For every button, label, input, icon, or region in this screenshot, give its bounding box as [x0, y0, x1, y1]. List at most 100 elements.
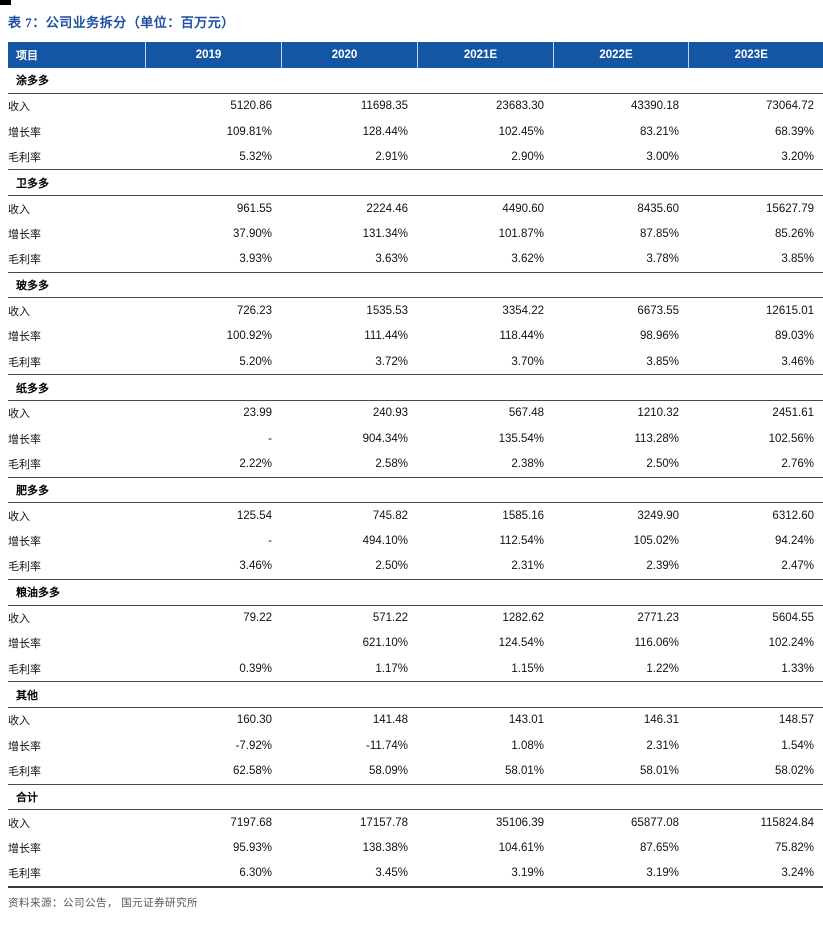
cell-value: 3.78% — [553, 246, 688, 273]
cell-value: 138.38% — [362, 842, 408, 855]
source-note: 资料来源：公司公告， 国元证券研究所 — [8, 897, 199, 909]
cell-value: 115824.84 — [760, 816, 814, 829]
cell-value: 494.10% — [362, 535, 408, 548]
cell-value: 3.93% — [145, 246, 281, 273]
column-header-item: 项目 — [8, 42, 145, 68]
data-row: 收入 961.55 2224.46 4490.60 8435.60 15627.79 — [8, 196, 823, 222]
cell-value: 3.45% — [281, 861, 417, 888]
cell-value: 79.22 — [243, 612, 272, 625]
row-label: 收入 — [8, 305, 30, 318]
section-row: 合计 — [8, 784, 823, 811]
cell-value: 112.54% — [499, 535, 544, 548]
cell-value: 621.10% — [362, 637, 408, 650]
cell-value: 3.20% — [688, 144, 823, 171]
cell-value: 17157.78 — [360, 816, 408, 829]
section-name: 其他 — [8, 681, 823, 708]
table-body: 涂多多 收入 5120.86 11698.35 23683.30 43390.18 7306… — [8, 67, 823, 888]
data-row: 毛利率 3.93% 3.63% 3.62% 3.78% 3.85% — [8, 246, 823, 273]
cell-value: 2.50% — [281, 553, 417, 580]
table-title: 表 7：公司业务拆分（单位：百万元） — [8, 15, 235, 30]
data-row: 毛利率 62.58% 58.09% 58.01% 58.01% 58.02% — [8, 758, 823, 785]
row-label: 增长率 — [8, 638, 41, 651]
data-row: 毛利率 5.32% 2.91% 2.90% 3.00% 3.20% — [8, 144, 823, 171]
cell-value: 2.47% — [688, 553, 823, 580]
cell-value: -7.92% — [235, 739, 272, 752]
cell-value: 3.24% — [688, 861, 823, 888]
row-label: 毛利率 — [8, 144, 145, 171]
cell-value: 124.54% — [498, 637, 544, 650]
cell-value: 95.93% — [232, 842, 272, 855]
cell-value: 23683.30 — [496, 100, 544, 113]
cell-value: 65877.08 — [631, 816, 679, 829]
cell-value: 3354.22 — [502, 304, 544, 317]
row-label: 毛利率 — [8, 349, 145, 376]
section-row: 卫多多 — [8, 169, 823, 197]
row-label: 增长率 — [8, 228, 41, 241]
row-label: 收入 — [8, 817, 30, 830]
cell-value: 5120.86 — [230, 100, 272, 113]
cell-value: 0.39% — [145, 656, 281, 683]
cell-value: 148.57 — [778, 714, 814, 727]
cell-value: 37.90% — [232, 227, 272, 240]
cell-value: 3.62% — [417, 246, 553, 273]
data-row: 增长率 37.90% 131.34% 101.87% 87.85% 85.26% — [8, 221, 823, 247]
section-row: 纸多多 — [8, 374, 823, 401]
cell-value: 160.30 — [236, 714, 272, 727]
cell-value: 2.39% — [553, 553, 688, 580]
cell-value: 3.85% — [553, 349, 688, 376]
cell-value: 23.99 — [243, 407, 272, 420]
row-label: 毛利率 — [8, 451, 145, 478]
cell-value: 5.20% — [145, 349, 281, 376]
cell-value: 113.28% — [634, 432, 679, 445]
cell-value: 128.44% — [362, 125, 408, 138]
cell-value: 1.08% — [511, 739, 544, 752]
cell-value: 68.39% — [774, 125, 814, 138]
cell-value: 35106.39 — [496, 816, 544, 829]
row-label: 毛利率 — [8, 758, 145, 785]
cell-value: 8435.60 — [637, 202, 679, 215]
data-row: 毛利率 5.20% 3.72% 3.70% 3.85% 3.46% — [8, 349, 823, 376]
cell-value: 1585.16 — [502, 509, 544, 522]
cell-value: 6.30% — [145, 861, 281, 888]
row-label: 毛利率 — [8, 246, 145, 273]
row-label: 增长率 — [8, 740, 41, 753]
data-row: 增长率 - 904.34% 135.54% 113.28% 102.56% — [8, 426, 823, 452]
data-row: 增长率 621.10% 124.54% 116.06% 102.24% — [8, 631, 823, 657]
cell-value: 98.96% — [639, 330, 679, 343]
cell-value: 3249.90 — [637, 509, 679, 522]
cell-value: 73064.72 — [766, 100, 814, 113]
cell-value: 85.26% — [774, 227, 814, 240]
cell-value: 5604.55 — [772, 612, 814, 625]
section-row: 涂多多 — [8, 67, 823, 94]
cell-value: 62.58% — [145, 758, 281, 785]
section-row: 其他 — [8, 681, 823, 708]
row-label: 增长率 — [8, 433, 41, 446]
row-label: 增长率 — [8, 536, 41, 549]
cell-value: 87.85% — [639, 227, 679, 240]
section-row: 粮油多多 — [8, 579, 823, 606]
data-row: 收入 5120.86 11698.35 23683.30 43390.18 73064.7… — [8, 93, 823, 119]
cell-value: 2224.46 — [366, 202, 408, 215]
cell-value: 2.38% — [417, 451, 553, 478]
section-name: 肥多多 — [8, 477, 823, 504]
cell-value: 102.24% — [768, 637, 814, 650]
cell-value: 100.92% — [226, 330, 272, 343]
cell-value: 143.01 — [508, 714, 544, 727]
cell-value: 101.87% — [498, 227, 544, 240]
cell-value: 104.61% — [498, 842, 544, 855]
cell-value: 58.09% — [281, 758, 417, 785]
cell-value: 94.24% — [774, 535, 814, 548]
cell-value: 1.17% — [281, 656, 417, 683]
cell-value: 1.33% — [688, 656, 823, 683]
data-row: 毛利率 0.39% 1.17% 1.15% 1.22% 1.33% — [8, 656, 823, 683]
cell-value: 125.54 — [236, 509, 272, 522]
cell-value: 118.44% — [499, 330, 544, 343]
section-name: 合计 — [8, 784, 823, 811]
section-row: 玻多多 — [8, 272, 823, 299]
cell-value: 2.58% — [281, 451, 417, 478]
row-label: 毛利率 — [8, 553, 145, 580]
row-label: 收入 — [8, 101, 30, 114]
section-name: 玻多多 — [8, 272, 823, 299]
cell-value: 567.48 — [508, 407, 544, 420]
cell-value: 1535.53 — [366, 304, 408, 317]
